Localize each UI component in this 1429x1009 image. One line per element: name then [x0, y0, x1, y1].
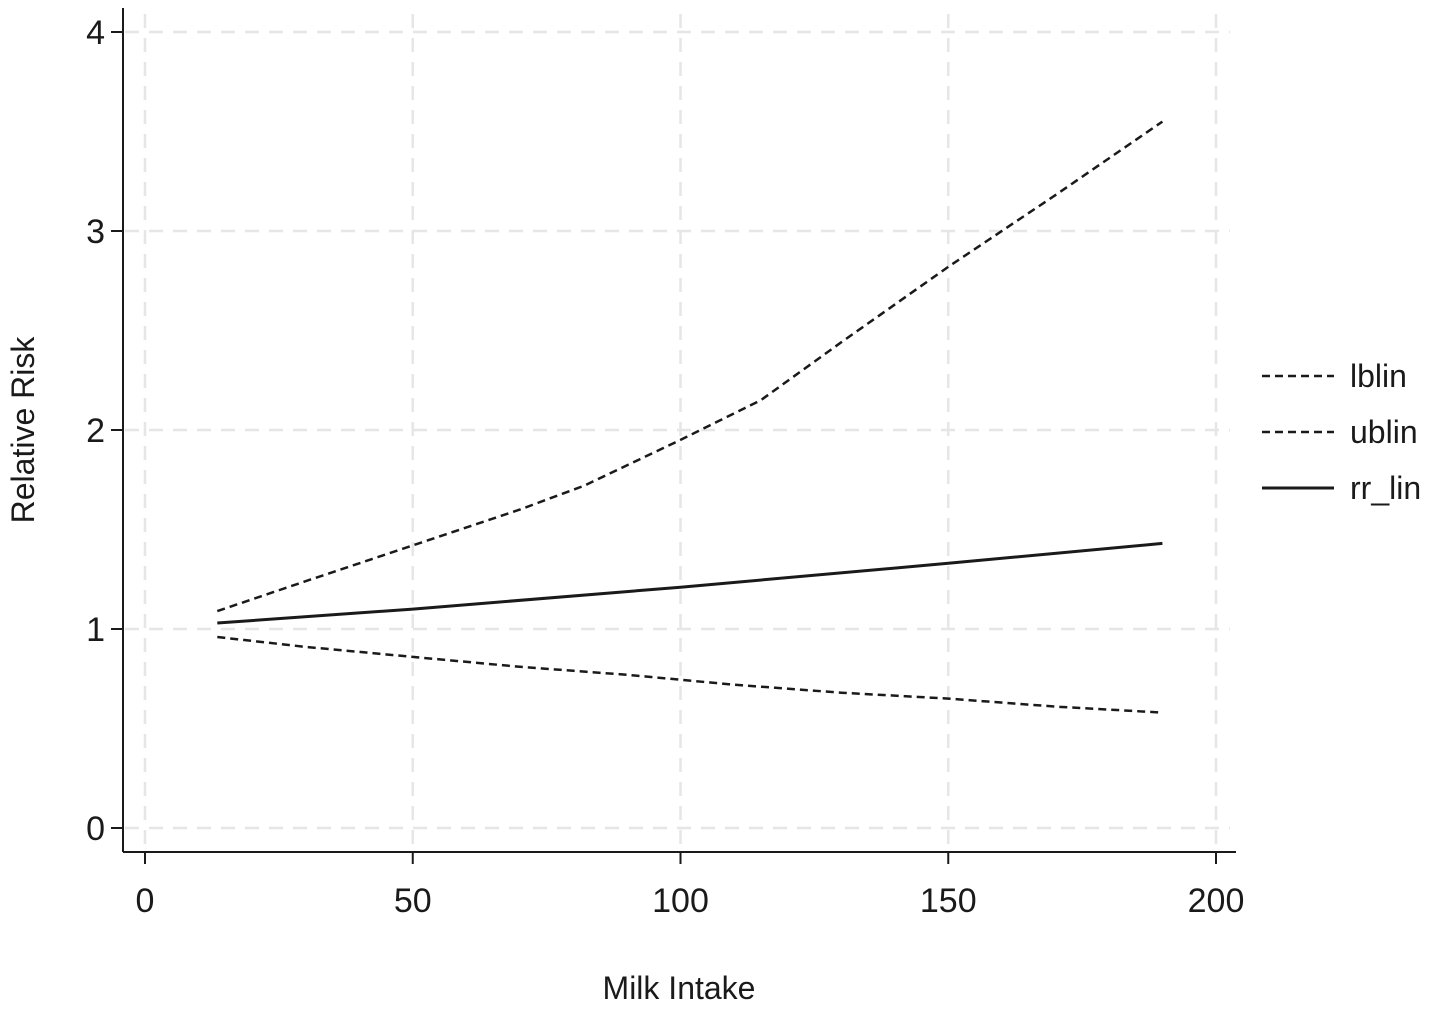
y-tick-label: 2	[86, 412, 105, 450]
x-axis-title: Milk Intake	[603, 970, 756, 1006]
x-tick-label: 150	[920, 882, 977, 920]
y-tick-label: 3	[86, 213, 105, 251]
series-lines	[216, 120, 1164, 714]
legend-label-rr-lin: rr_lin	[1350, 470, 1421, 506]
legend: lblin ublin rr_lin	[1262, 358, 1421, 506]
y-tick-label: 1	[86, 611, 105, 649]
x-tick-label: 50	[394, 882, 432, 920]
series-line-ublin	[216, 120, 1164, 613]
series-line-rr-lin	[217, 541, 1163, 625]
x-tick-label: 0	[136, 882, 155, 920]
series-line-lblin	[217, 635, 1163, 714]
y-tick-label: 0	[86, 810, 105, 848]
y-axis-title: Relative Risk	[5, 336, 41, 524]
axes: 0 1 2 3 4 0 50 100 150 200	[86, 8, 1244, 920]
legend-label-lblin: lblin	[1350, 358, 1407, 394]
x-tick-label: 200	[1188, 882, 1245, 920]
legend-label-ublin: ublin	[1350, 414, 1418, 450]
y-tick-label: 4	[86, 14, 105, 52]
gridlines	[125, 14, 1230, 848]
x-tick-label: 100	[652, 882, 709, 920]
